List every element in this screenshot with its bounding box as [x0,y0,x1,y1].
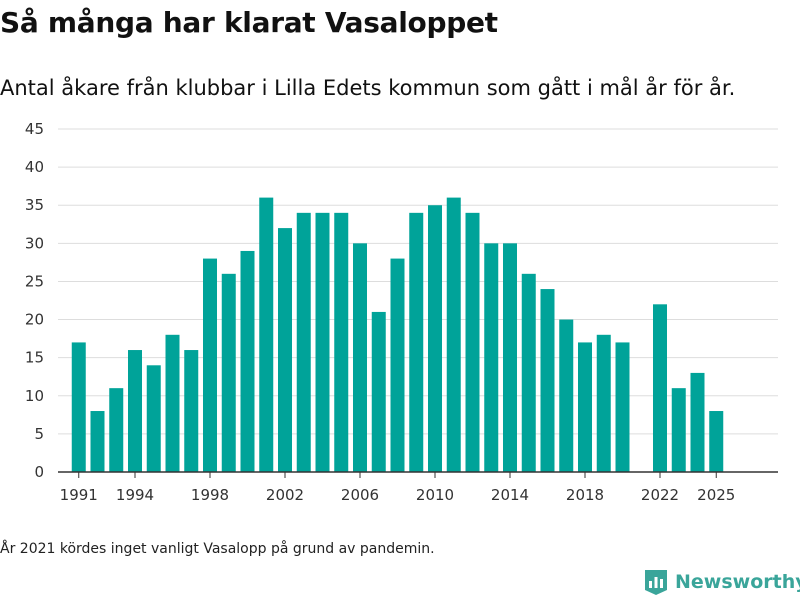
x-tick-label: 2018 [566,486,604,504]
bar-2003 [296,212,311,472]
bar-chart: 1991 1994 1998 2002 2006 2010 2014 2018 2022 2025… [25,120,778,504]
bar-2007 [371,311,386,472]
y-tick-label: 30 [25,234,44,252]
bar-2019 [596,334,611,472]
bar-2023 [671,388,686,472]
x-tick-label: 2025 [697,486,735,504]
y-tick-label: 35 [25,196,44,214]
bar-2013 [484,243,499,472]
bar-1997 [184,350,199,472]
bar-1999 [221,273,236,472]
y-axis: 0 5 10 15 20 25 30 35 40 45 [25,120,44,481]
y-tick-label: 20 [25,311,44,329]
bar-2018 [578,342,592,472]
chart-subtitle: Antal åkare från klubbar i Lilla Edets k… [0,76,736,100]
bars [71,197,724,472]
bar-1992 [90,411,105,472]
bar-1994 [128,350,142,472]
bar-2010 [428,205,442,472]
bar-2011 [446,197,461,472]
bar-2017 [559,319,574,472]
x-tick-label: 2002 [266,486,304,504]
x-tick-label: 1994 [116,486,154,504]
footnote: År 2021 kördes inget vanligt Vasalopp på… [0,541,435,557]
newsworthy-logo-icon [645,570,667,595]
bar-2002 [278,228,292,472]
bar-1996 [165,334,180,472]
bar-2014 [503,243,517,472]
bar-2022 [653,304,667,472]
brand-name: Newsworthy [675,571,800,593]
bar-2025 [709,411,724,472]
bar-2005 [334,212,349,472]
x-tick-label: 2022 [641,486,679,504]
bar-2012 [465,212,480,472]
bar-1991 [71,342,86,472]
bar-2024 [690,372,705,472]
bar-1993 [109,388,124,472]
bar-2020 [615,342,630,472]
y-tick-label: 45 [25,120,44,138]
bar-2008 [390,258,405,472]
y-tick-label: 10 [25,387,44,405]
bar-2015 [521,273,536,472]
bar-2016 [540,289,555,472]
bar-1995 [146,365,161,472]
bar-2000 [240,250,255,472]
bar-2004 [315,212,330,472]
x-axis: 1991 1994 1998 2002 2006 2010 2014 2018 2022 2025 [58,471,778,504]
x-tick-label: 2010 [416,486,454,504]
bar-2006 [353,243,367,472]
x-tick-label: 2006 [341,486,379,504]
y-tick-label: 25 [25,272,44,290]
y-tick-label: 5 [34,425,44,443]
bar-2009 [409,212,424,472]
x-tick-label: 1998 [191,486,229,504]
bar-1998 [203,258,217,472]
y-tick-label: 15 [25,349,44,367]
bar-2001 [259,197,274,472]
chart-title: Så många har klarat Vasaloppet [0,6,498,39]
x-tick-label: 1991 [60,486,98,504]
y-tick-label: 40 [25,158,44,176]
x-tick-label: 2014 [491,486,529,504]
newsworthy-brand: Newsworthy [643,568,800,596]
y-tick-label: 0 [34,463,44,481]
